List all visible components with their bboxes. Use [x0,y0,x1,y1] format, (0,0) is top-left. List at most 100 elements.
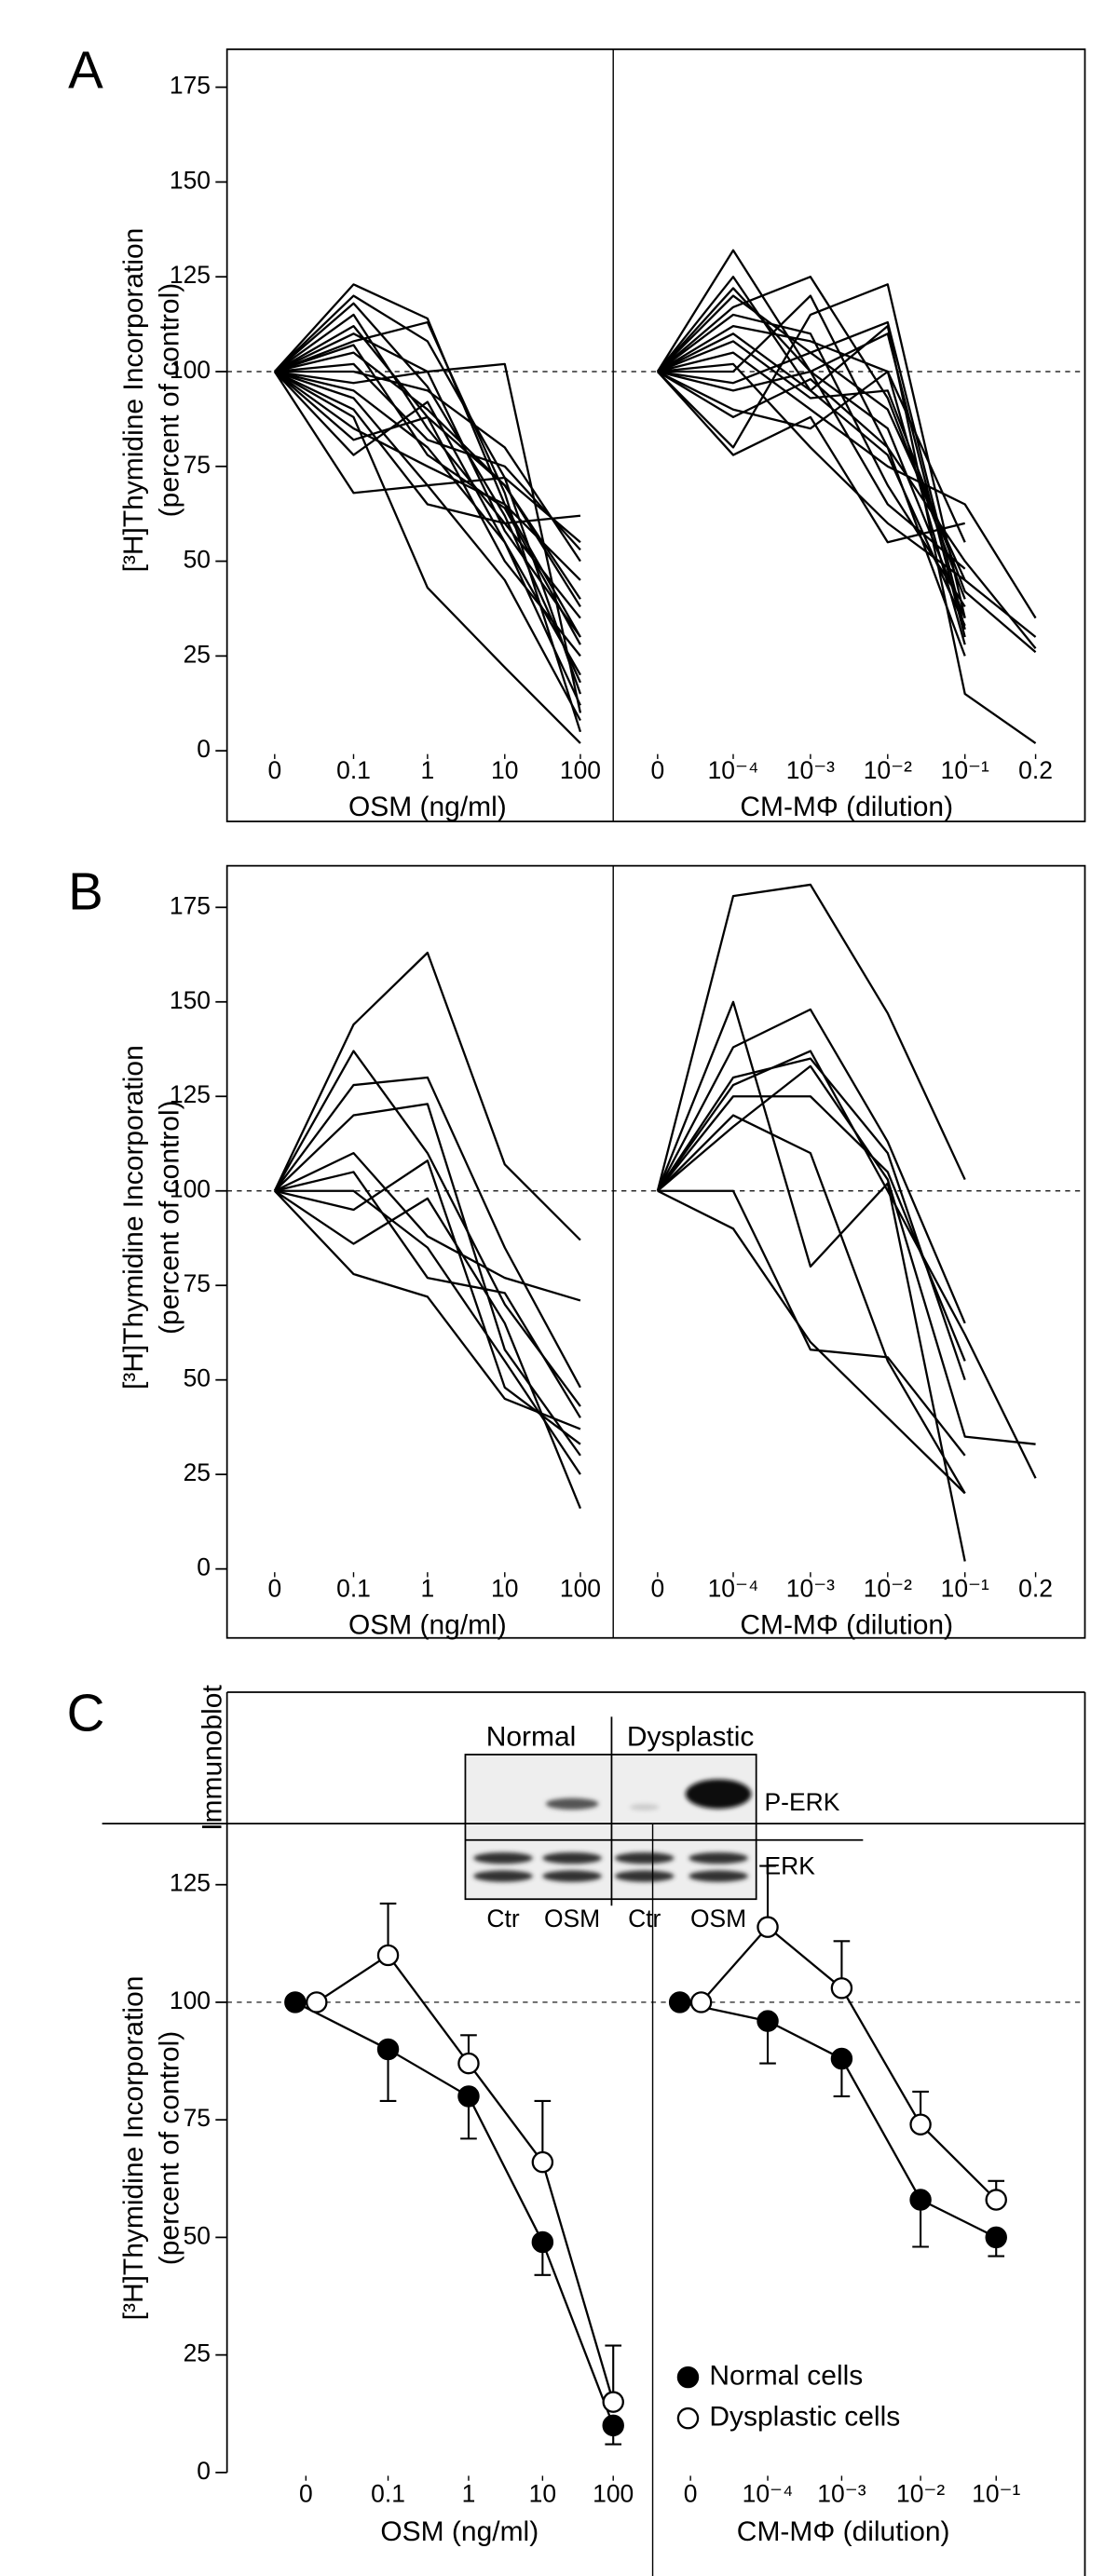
series-line [273,1076,581,1389]
series-line [274,370,581,676]
series-line [657,324,966,645]
series-line [657,324,1037,744]
lane-label: Ctr [486,1905,519,1932]
y-tick-label: 0 [197,1553,211,1581]
series-line [656,287,966,570]
series-line [657,371,1037,649]
marker [457,2052,480,2075]
series-line [274,370,581,563]
band [545,1797,599,1810]
band [689,1870,748,1882]
series-line [656,276,966,627]
series-line [274,320,582,733]
marker [602,2414,624,2437]
marker [306,1991,328,2013]
series-line [274,371,581,744]
series-line [274,362,581,551]
series-line [274,1103,581,1457]
marker [909,2189,932,2211]
series-line [656,1057,966,1381]
y-axis-label: [³H]Thymidine Incorporation [118,228,149,573]
lane-label: Ctr [628,1905,661,1932]
marker [668,1991,691,2013]
y-tick-label: 100 [170,1986,211,2014]
x-tick-label: 10 [491,1575,518,1603]
x-tick-label: 10⁻³ [817,2480,866,2508]
frame [225,864,1086,1639]
x-tick-label: 1 [462,2480,476,2508]
x-axis-label: OSM (ng/ml) [348,1609,507,1640]
y-tick-label: 150 [170,166,211,194]
y-tick-label: 150 [170,986,211,1014]
series-line [274,1151,581,1302]
series-line [657,1114,966,1495]
y-tick-label: 50 [184,546,211,574]
series-line [316,1954,615,2403]
marker [689,1991,713,2013]
series-line [657,1189,966,1457]
panel-letter: C [67,1683,105,1742]
series-line [273,371,581,706]
x-tick-label: 100 [593,2480,634,2508]
y-tick-label: 175 [170,72,211,100]
marker [531,2150,554,2174]
y-axis-label: [³H]Thymidine Incorporation [118,1976,149,2321]
series-line [657,320,966,630]
legend-marker [676,2366,700,2389]
series-line [274,302,581,684]
series-line [657,294,966,657]
x-tick-label: 0 [650,1575,664,1603]
series-line [274,371,581,608]
series-line [656,371,965,544]
immunoblot-title: Immunoblot [197,1685,227,1831]
y-tick-label: 50 [184,1364,211,1392]
series-line [274,370,581,525]
band [689,1851,748,1864]
bands [473,1779,752,1882]
x-tick-label: 10⁻² [864,1575,912,1603]
band [542,1870,602,1882]
series-line [274,294,581,544]
series-line [656,1050,1037,1479]
series-line [657,1189,966,1495]
series-line [274,1171,581,1418]
series-line [274,344,581,645]
series-line [656,1000,966,1562]
y-axis-label: [³H]Thymidine Incorporation [118,1045,149,1390]
x-tick-label: 10⁻³ [786,756,835,784]
series-line [657,283,966,618]
x-tick-label: 10 [529,2480,556,2508]
band [685,1779,752,1810]
marker [830,2047,853,2070]
x-tick-label: 0.1 [336,1575,371,1603]
band [542,1851,602,1864]
x-axis-label: OSM (ng/ml) [348,792,507,822]
marker [757,2010,779,2032]
series-line [274,370,581,638]
legend-label: Normal cells [709,2360,863,2391]
band [473,1870,533,1882]
x-tick-label: 10⁻¹ [972,2480,1020,2508]
y-tick-label: 100 [170,1175,211,1203]
series-line [274,1189,581,1475]
x-tick-label: 0 [650,756,664,784]
x-tick-label: 1 [421,756,435,784]
y-tick-label: 175 [170,891,211,919]
panel-letter: B [68,861,103,920]
band [629,1803,660,1810]
series-line [273,1050,581,1407]
band [614,1870,675,1882]
marker [376,2038,400,2061]
series-line [274,370,581,722]
y-axis-label: (percent of control) [155,2031,185,2266]
y-tick-label: 75 [184,2104,211,2132]
x-tick-label: 0.2 [1018,756,1053,784]
marker [531,2230,554,2254]
series-line [274,1189,581,1510]
immunoblot: Immunoblot Normal Dysplastic P-ERK ERK C… [197,1685,864,1932]
marker [376,1944,400,1967]
x-tick-label: 10⁻² [896,2480,945,2508]
series-line [657,362,1037,638]
marker [757,1916,779,1938]
